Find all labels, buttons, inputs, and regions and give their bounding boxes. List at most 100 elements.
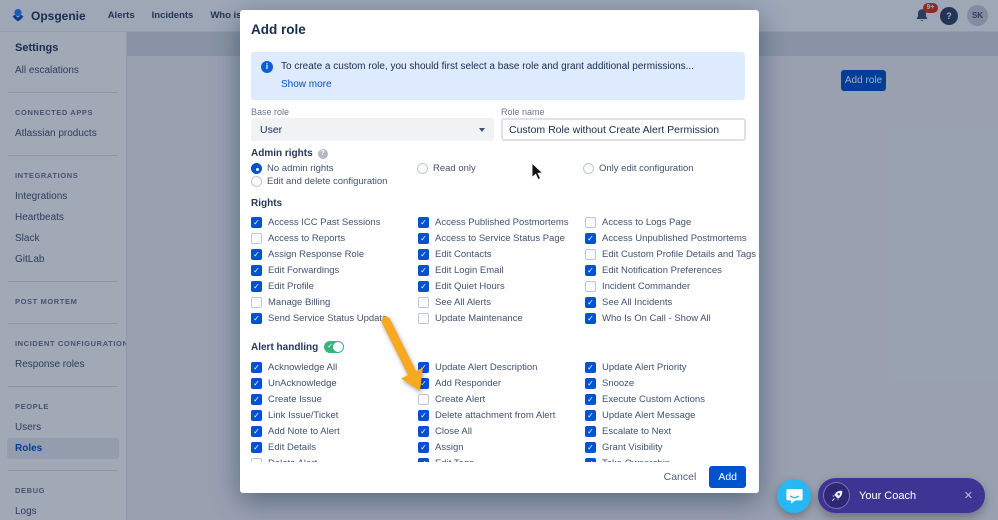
opsgenie-logo[interactable]: Opsgenie [10,8,86,24]
sidebar-entry[interactable]: INCIDENT CONFIGURATIONS [7,333,126,354]
cancel-button[interactable]: Cancel [663,471,697,483]
checkbox-icon [585,409,596,421]
checkbox-label: Edit Tags [435,458,474,463]
sidebar-entry[interactable]: PEOPLE [7,396,119,417]
rights-heading: Rights [251,198,282,209]
permission-checkbox[interactable]: Access to Service Status Page [418,230,585,246]
admin-rights-radio[interactable]: No admin rights [251,162,417,175]
permission-checkbox[interactable]: Manage Billing [251,294,418,310]
permission-checkbox[interactable]: Access Published Postmortems [418,214,585,230]
sidebar-entry[interactable]: DEBUG [7,480,119,501]
sidebar-entry [7,375,119,396]
checkbox-label: Send Service Status Update [268,312,388,324]
base-role-label: Base role [251,107,290,117]
nav-menu-item[interactable]: Alerts [107,10,135,21]
permission-checkbox[interactable]: Access Unpublished Postmortems [585,230,747,246]
permission-checkbox[interactable]: Edit Contacts [418,246,585,262]
checkbox-label: Add Note to Alert [268,425,340,437]
permission-checkbox[interactable]: Edit Quiet Hours [418,278,585,294]
coach-widget[interactable]: Your Coach ✕ [818,478,985,513]
sidebar-entry[interactable]: Logs [7,501,119,520]
sidebar-entry[interactable]: Slack [7,228,119,249]
permission-checkbox[interactable]: Delete Alert [251,455,418,462]
permission-checkbox[interactable]: Update Maintenance [418,310,585,326]
sidebar-entry[interactable]: Roles [7,438,119,459]
chat-launcher-button[interactable] [777,479,811,513]
checkbox-label: Access Published Postmortems [435,216,569,228]
help-button[interactable]: ? [940,6,958,25]
sidebar-entry[interactable]: Integrations [7,186,119,207]
permission-checkbox[interactable]: Incident Commander [585,278,740,294]
add-button[interactable]: Add [709,466,746,488]
permission-checkbox[interactable]: Snooze [585,375,740,391]
permission-checkbox[interactable]: Link Issue/Ticket [251,407,418,423]
permission-checkbox[interactable]: Create Issue [251,391,418,407]
checkbox-label: Edit Login Email [435,264,504,276]
sidebar-entry[interactable]: Users [7,417,119,438]
chat-bubble-icon [785,489,803,504]
permission-checkbox[interactable]: Edit Notification Preferences [585,262,740,278]
sidebar-entry[interactable]: Atlassian products [7,123,119,144]
page-add-role-button[interactable]: Add role [841,70,886,91]
permission-checkbox[interactable]: Create Alert [418,391,585,407]
notifications-button[interactable]: 9+ [915,2,938,24]
permission-checkbox[interactable]: Access to Logs Page [585,214,740,230]
permission-checkbox[interactable]: Access to Reports [251,230,418,246]
permission-checkbox[interactable]: Edit Login Email [418,262,585,278]
admin-rights-radio[interactable]: Only edit configuration [583,162,745,175]
permission-checkbox[interactable]: See All Alerts [418,294,585,310]
checkbox-label: Access to Service Status Page [435,232,565,244]
permission-checkbox[interactable]: Delete attachment from Alert [418,407,585,423]
permission-checkbox[interactable]: Update Alert Priority [585,359,740,375]
help-tooltip-icon[interactable]: ? [317,148,328,159]
checkbox-label: Edit Profile [268,280,314,292]
permission-checkbox[interactable]: Edit Profile [251,278,418,294]
permission-checkbox[interactable]: Acknowledge All [251,359,418,375]
admin-rights-radio[interactable]: Read only [417,162,583,175]
permission-checkbox[interactable]: Close All [418,423,585,439]
sidebar-entry[interactable]: Heartbeats [7,207,119,228]
role-name-input[interactable] [501,118,746,141]
sidebar-entry[interactable]: INTEGRATIONS [7,165,119,186]
rights-checkbox-grid: Access ICC Past Sessions Access Publishe… [251,214,756,326]
checkbox-icon [585,280,596,292]
permission-checkbox[interactable]: Edit Custom Profile Details and Tags [585,246,756,262]
base-role-select[interactable]: User [251,118,494,141]
permission-checkbox[interactable]: Escalate to Next [585,423,740,439]
sidebar-entry[interactable]: All escalations [7,60,119,81]
sidebar-entry [7,270,119,291]
coach-close-icon[interactable]: ✕ [963,490,973,502]
permission-checkbox[interactable]: Add Responder [418,375,585,391]
permission-checkbox[interactable]: See All Incidents [585,294,740,310]
permission-checkbox[interactable]: Send Service Status Update [251,310,418,326]
permission-checkbox[interactable]: Access ICC Past Sessions [251,214,418,230]
permission-checkbox[interactable]: Edit Forwardings [251,262,418,278]
notification-badge: 9+ [923,2,938,13]
permission-checkbox[interactable]: Add Note to Alert [251,423,418,439]
permission-checkbox[interactable]: Update Alert Description [418,359,585,375]
sidebar-entry[interactable]: Response roles [7,354,119,375]
permission-checkbox[interactable]: Who Is On Call - Show All [585,310,740,326]
permission-checkbox[interactable]: Update Alert Message [585,407,740,423]
checkbox-label: Update Alert Priority [602,361,687,373]
alert-handling-toggle[interactable] [324,341,345,353]
user-avatar[interactable]: SK [967,5,988,26]
permission-checkbox[interactable]: Assign Response Role [251,246,418,262]
permission-checkbox[interactable]: Grant Visibility [585,439,740,455]
sidebar-entry[interactable]: GitLab [7,249,119,270]
rights-label: Rights [251,198,283,209]
sidebar-entry-label: INCIDENT CONFIGURATIONS [15,339,127,348]
permission-checkbox[interactable]: Edit Tags [418,455,585,462]
permission-checkbox[interactable]: Edit Details [251,439,418,455]
modal-footer: Cancel Add [664,466,746,488]
sidebar-entry[interactable]: CONNECTED APPS [7,102,119,123]
permission-checkbox[interactable]: UnAcknowledge [251,375,418,391]
admin-rights-radio[interactable]: Edit and delete configuration [251,175,417,188]
permission-checkbox[interactable]: Execute Custom Actions [585,391,740,407]
checkbox-label: Assign [435,441,464,453]
permission-checkbox[interactable]: Take Ownership [585,455,740,462]
show-more-link[interactable]: Show more [281,78,332,90]
sidebar-entry[interactable]: POST MORTEM [7,291,119,312]
nav-menu-item[interactable]: Incidents [151,10,194,21]
permission-checkbox[interactable]: Assign [418,439,585,455]
